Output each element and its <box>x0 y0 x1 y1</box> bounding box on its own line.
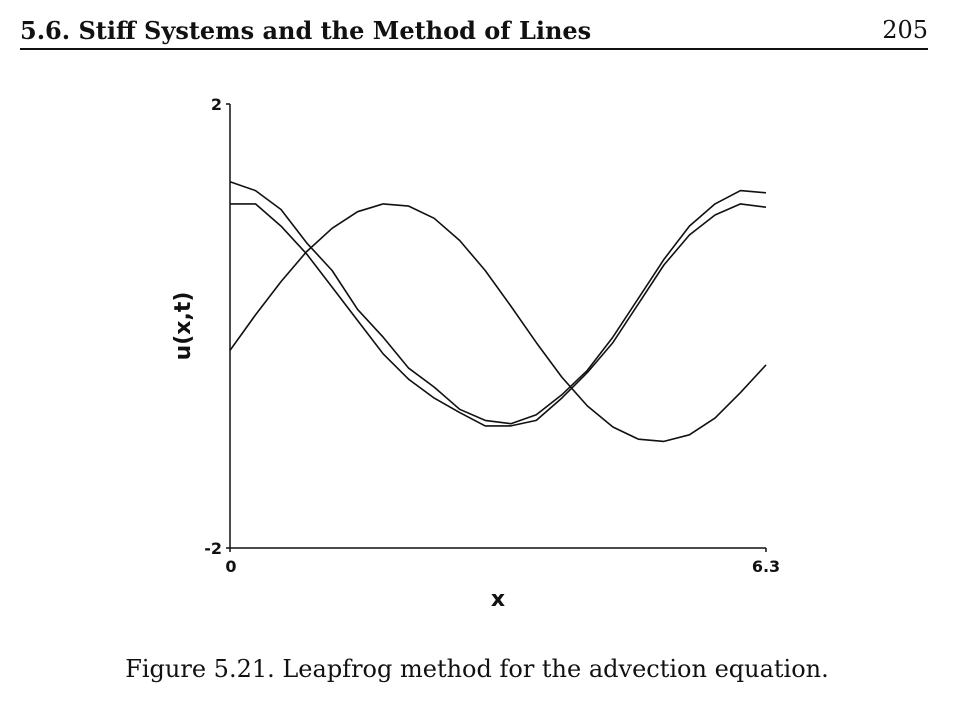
page-number: 205 <box>882 16 928 44</box>
y-tick-label-bottom: -2 <box>204 539 222 558</box>
series-line-1 <box>229 203 767 443</box>
y-tick-label-top: 2 <box>211 95 222 114</box>
series-line-2 <box>229 180 767 425</box>
leapfrog-chart: 2 -2 0 6.3 x u(x,t) <box>171 95 780 612</box>
series-line-3 <box>230 203 767 427</box>
x-tick-label-right: 6.3 <box>752 557 780 576</box>
x-tick-label-left: 0 <box>225 557 236 576</box>
y-axis-label: u(x,t) <box>171 292 196 361</box>
section-title: 5.6. Stiff Systems and the Method of Lin… <box>20 16 592 45</box>
figure-caption: Figure 5.21. Leapfrog method for the adv… <box>125 655 829 683</box>
series-layer <box>229 180 767 443</box>
x-axis-label: x <box>491 587 505 612</box>
running-header: 5.6. Stiff Systems and the Method of Lin… <box>20 14 928 50</box>
